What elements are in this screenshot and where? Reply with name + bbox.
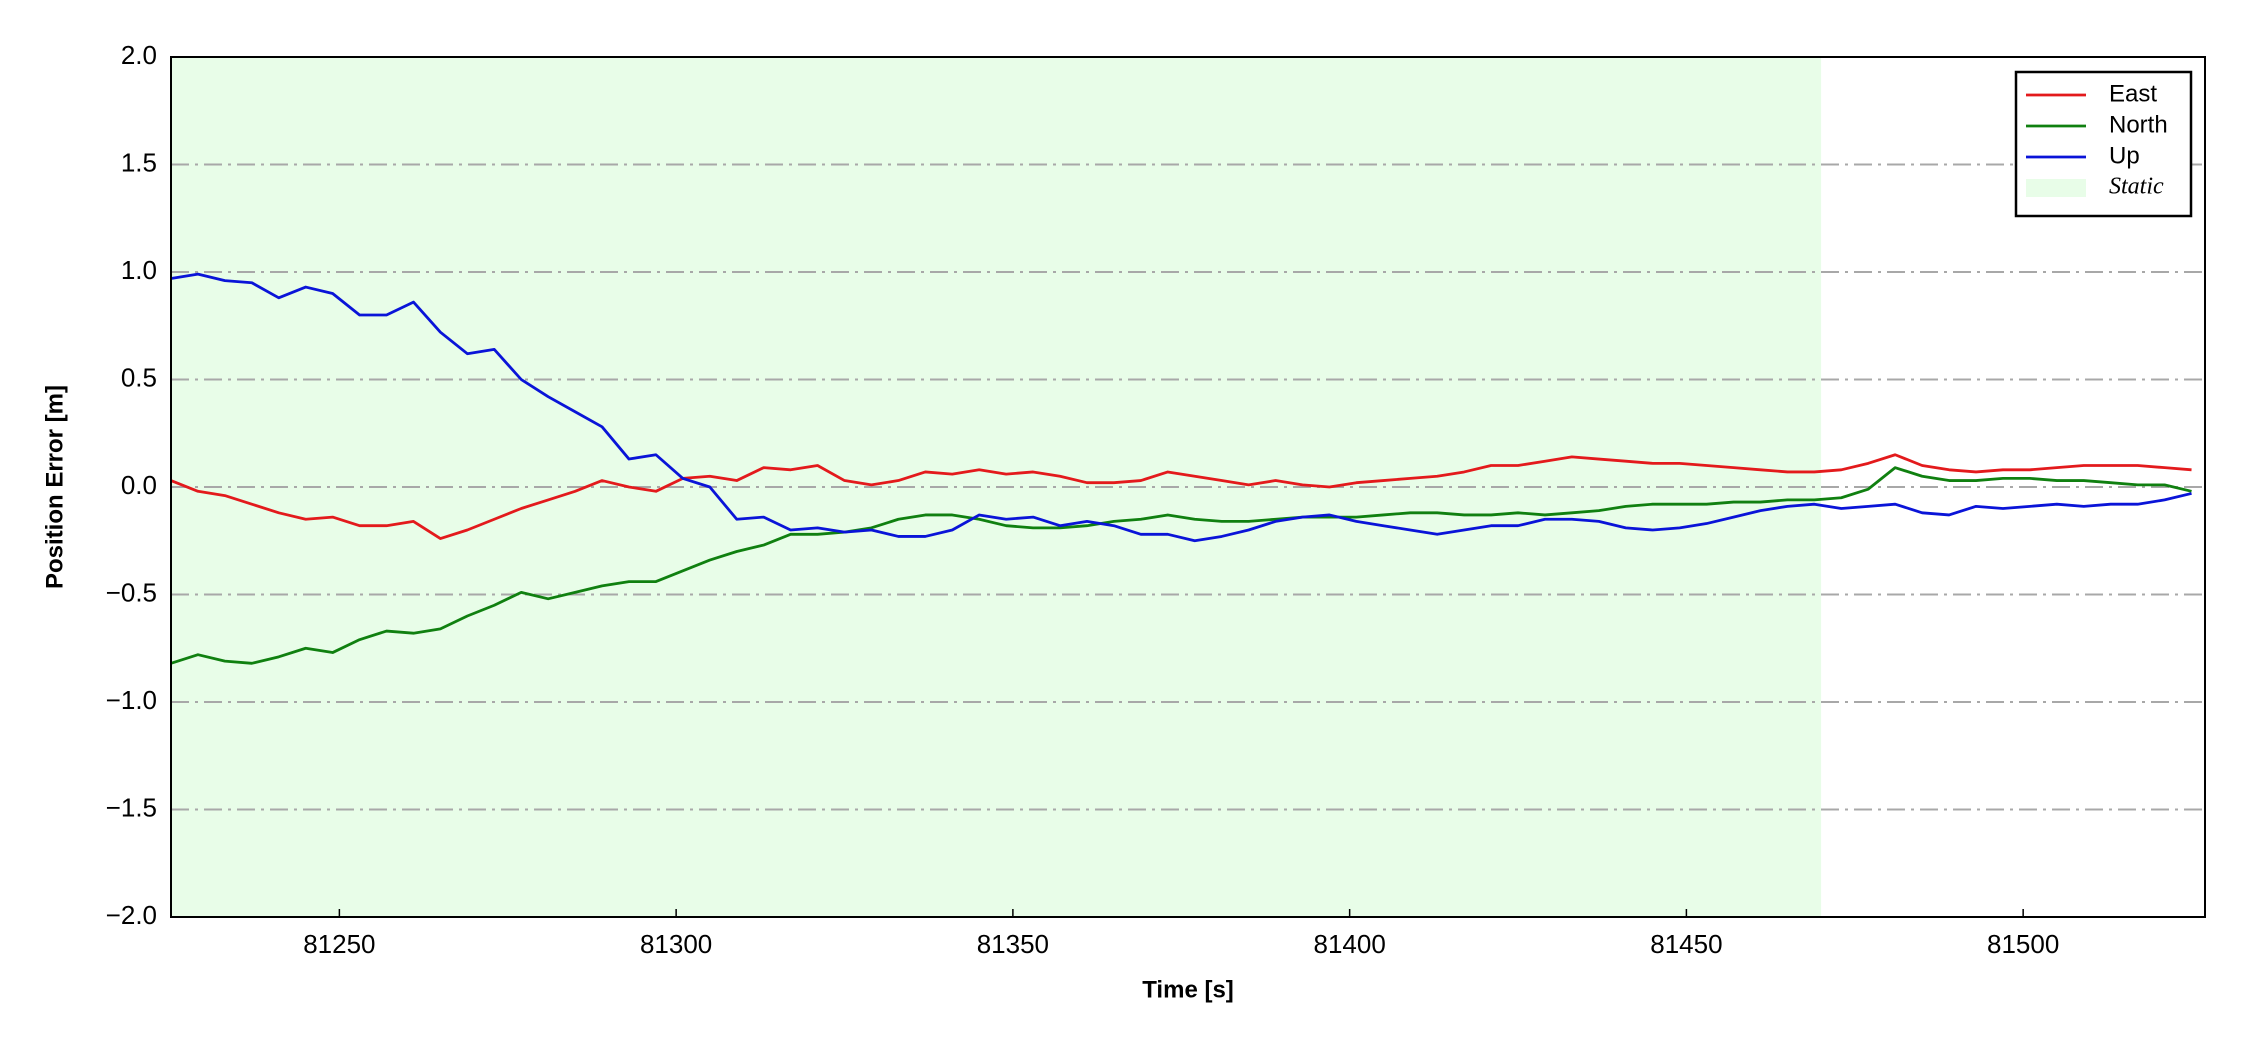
y-tick-label: 0.5: [121, 362, 157, 392]
y-axis-label: Position Error [m]: [41, 385, 68, 589]
x-tick-label: 81450: [1650, 929, 1722, 959]
legend-label: Up: [2109, 142, 2140, 169]
x-tick-label: 81300: [640, 929, 712, 959]
y-tick-label: −1.0: [106, 685, 157, 715]
series-line: [170, 466, 2192, 665]
legend-label: East: [2109, 80, 2157, 107]
y-tick-label: −0.5: [106, 577, 157, 607]
x-axis-label: Time [s]: [1142, 976, 1234, 1003]
plot-frame: [170, 56, 2206, 918]
y-tick-label: −2.0: [106, 900, 157, 930]
y-tick-label: 1.0: [121, 255, 157, 285]
y-tick-label: 2.0: [121, 40, 157, 70]
legend-label: North: [2109, 111, 2168, 138]
x-tick-label: 81400: [1313, 929, 1385, 959]
legend: East North Up Static: [2014, 70, 2193, 218]
series-line: [170, 453, 2192, 540]
y-tick-label: 0.0: [121, 470, 157, 500]
series-line: [170, 272, 2192, 543]
x-tick-label: 81250: [303, 929, 375, 959]
y-tick-label: 1.5: [121, 147, 157, 177]
x-tick-label: 81500: [1987, 929, 2059, 959]
legend-label: Static: [2109, 174, 2164, 200]
legend-swatch: [2026, 179, 2086, 197]
y-tick-label: −1.5: [106, 792, 157, 822]
x-tick-label: 81350: [977, 929, 1049, 959]
